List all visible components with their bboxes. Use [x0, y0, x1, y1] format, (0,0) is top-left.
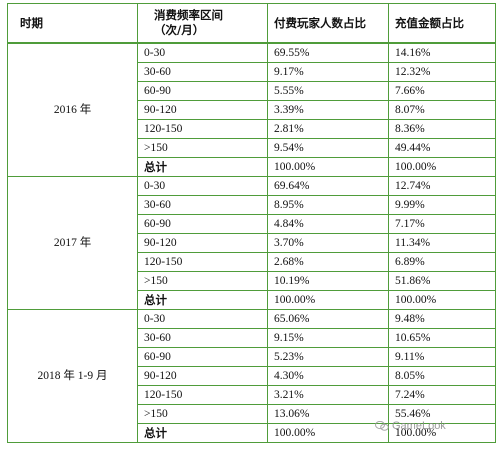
paying-players-share-cell: 9.17%	[267, 62, 389, 82]
table-body: 2016 年 0-30 69.55% 14.16% 30-60 9.17% 12.32% 60…	[7, 42, 496, 443]
table-row: 30-60 9.15% 10.65%	[8, 328, 496, 348]
paying-players-share-cell: 65.06%	[267, 309, 389, 329]
paying-players-share-cell: 3.70%	[267, 233, 389, 253]
revenue-share-cell: 9.11%	[388, 347, 496, 367]
frequency-range-cell: >150	[137, 138, 268, 158]
frequency-range-cell: 0-30	[137, 42, 268, 63]
header-range-unit: （次/月）	[154, 23, 205, 37]
total-row: 总计 100.00% 100.00%	[8, 423, 496, 443]
frequency-range-cell: 60-90	[137, 81, 268, 101]
paying-players-share-cell: 9.54%	[267, 138, 389, 158]
frequency-range-cell: 总计	[137, 423, 268, 443]
header-revenue-share: 充值金额占比	[388, 3, 496, 44]
paying-players-share-cell: 3.39%	[267, 100, 389, 120]
period-cell: 2016 年	[7, 42, 138, 177]
revenue-share-cell: 12.32%	[388, 62, 496, 82]
frequency-range-cell: 90-120	[137, 366, 268, 386]
frequency-range-cell: 120-150	[137, 385, 268, 405]
table-row: 2016 年 0-30 69.55% 14.16%	[7, 42, 496, 177]
total-row: 总计 100.00% 100.00%	[8, 157, 496, 177]
frequency-range-cell: 60-90	[137, 347, 268, 367]
wechat-icon	[375, 421, 389, 431]
header-period: 时期	[7, 3, 138, 44]
table-row: 2017 年 0-30 69.64% 12.74%	[7, 176, 496, 310]
revenue-share-cell: 12.74%	[388, 176, 496, 196]
revenue-share-cell: 7.66%	[388, 81, 496, 101]
paying-players-share-cell: 10.19%	[267, 271, 389, 291]
table-header: 时期 消费频率区间 （次/月） 付费玩家人数占比 充值金额占比	[7, 3, 496, 44]
frequency-range-cell: 30-60	[137, 328, 268, 348]
frequency-range-cell: 120-150	[137, 119, 268, 139]
revenue-share-cell: 51.86%	[388, 271, 496, 291]
spending-frequency-table: 时期 消费频率区间 （次/月） 付费玩家人数占比 充值金额占比 2016 年 0-…	[7, 3, 496, 443]
table-row: 120-150 3.21% 7.24%	[8, 385, 496, 405]
revenue-share-cell: 100.00%	[388, 290, 496, 310]
frequency-range-cell: 90-120	[137, 100, 268, 120]
revenue-share-cell: 100.00%	[388, 423, 496, 443]
paying-players-share-cell: 5.55%	[267, 81, 389, 101]
revenue-share-cell: 7.24%	[388, 385, 496, 405]
paying-players-share-cell: 5.23%	[267, 347, 389, 367]
paying-players-share-cell: 9.15%	[267, 328, 389, 348]
paying-players-share-cell: 69.64%	[267, 176, 389, 196]
frequency-range-cell: 30-60	[137, 62, 268, 82]
revenue-share-cell: 49.44%	[388, 138, 496, 158]
frequency-range-cell: 总计	[137, 290, 268, 310]
paying-players-share-cell: 69.55%	[267, 42, 389, 63]
table-row: 120-150 2.81% 8.36%	[8, 119, 496, 139]
period-cell: 2017 年	[7, 176, 138, 310]
table-row: 90-120 3.70% 11.34%	[8, 233, 496, 253]
revenue-share-cell: 8.36%	[388, 119, 496, 139]
header-frequency-range: 消费频率区间 （次/月）	[137, 3, 268, 44]
table-row: 2018 年 1-9 月 0-30 65.06% 9.48%	[7, 309, 496, 443]
paying-players-share-cell: 2.81%	[267, 119, 389, 139]
revenue-share-cell: 14.16%	[388, 42, 496, 63]
watermark: GameLook	[375, 420, 446, 432]
frequency-range-cell: 60-90	[137, 214, 268, 234]
frequency-range-cell: 0-30	[137, 176, 268, 196]
frequency-range-cell: 90-120	[137, 233, 268, 253]
paying-players-share-cell: 4.84%	[267, 214, 389, 234]
revenue-share-cell: 9.99%	[388, 195, 496, 215]
header-range-title: 消费频率区间	[154, 8, 223, 22]
paying-players-share-cell: 2.68%	[267, 252, 389, 272]
revenue-share-cell: 9.48%	[388, 309, 496, 329]
paying-players-share-cell: 4.30%	[267, 366, 389, 386]
frequency-range-cell: >150	[137, 271, 268, 291]
frequency-range-cell: 0-30	[137, 309, 268, 329]
frequency-range-cell: >150	[137, 404, 268, 424]
revenue-share-cell: 11.34%	[388, 233, 496, 253]
paying-players-share-cell: 13.06%	[267, 404, 389, 424]
table-row: 60-90 5.55% 7.66%	[8, 81, 496, 101]
revenue-share-cell: 6.89%	[388, 252, 496, 272]
paying-players-share-cell: 8.95%	[267, 195, 389, 215]
watermark-text: GameLook	[392, 420, 446, 432]
frequency-range-cell: 120-150	[137, 252, 268, 272]
revenue-share-cell: 7.17%	[388, 214, 496, 234]
frequency-range-cell: 30-60	[137, 195, 268, 215]
header-paying-players-share: 付费玩家人数占比	[267, 3, 389, 44]
revenue-share-cell: 100.00%	[388, 157, 496, 177]
table-row: 30-60 8.95% 9.99%	[8, 195, 496, 215]
total-row: 总计 100.00% 100.00%	[8, 290, 496, 310]
period-cell: 2018 年 1-9 月	[7, 309, 138, 443]
revenue-share-cell: 8.07%	[388, 100, 496, 120]
paying-players-share-cell: 100.00%	[267, 157, 389, 177]
paying-players-share-cell: 100.00%	[267, 290, 389, 310]
revenue-share-cell: 10.65%	[388, 328, 496, 348]
table-row: 60-90 4.84% 7.17%	[8, 214, 496, 234]
revenue-share-cell: 8.05%	[388, 366, 496, 386]
table-row: >150 9.54% 49.44%	[8, 138, 496, 158]
paying-players-share-cell: 100.00%	[267, 423, 389, 443]
table-row: 90-120 4.30% 8.05%	[8, 366, 496, 386]
header-row: 时期 消费频率区间 （次/月） 付费玩家人数占比 充值金额占比	[7, 3, 496, 44]
frequency-range-cell: 总计	[137, 157, 268, 177]
paying-players-share-cell: 3.21%	[267, 385, 389, 405]
